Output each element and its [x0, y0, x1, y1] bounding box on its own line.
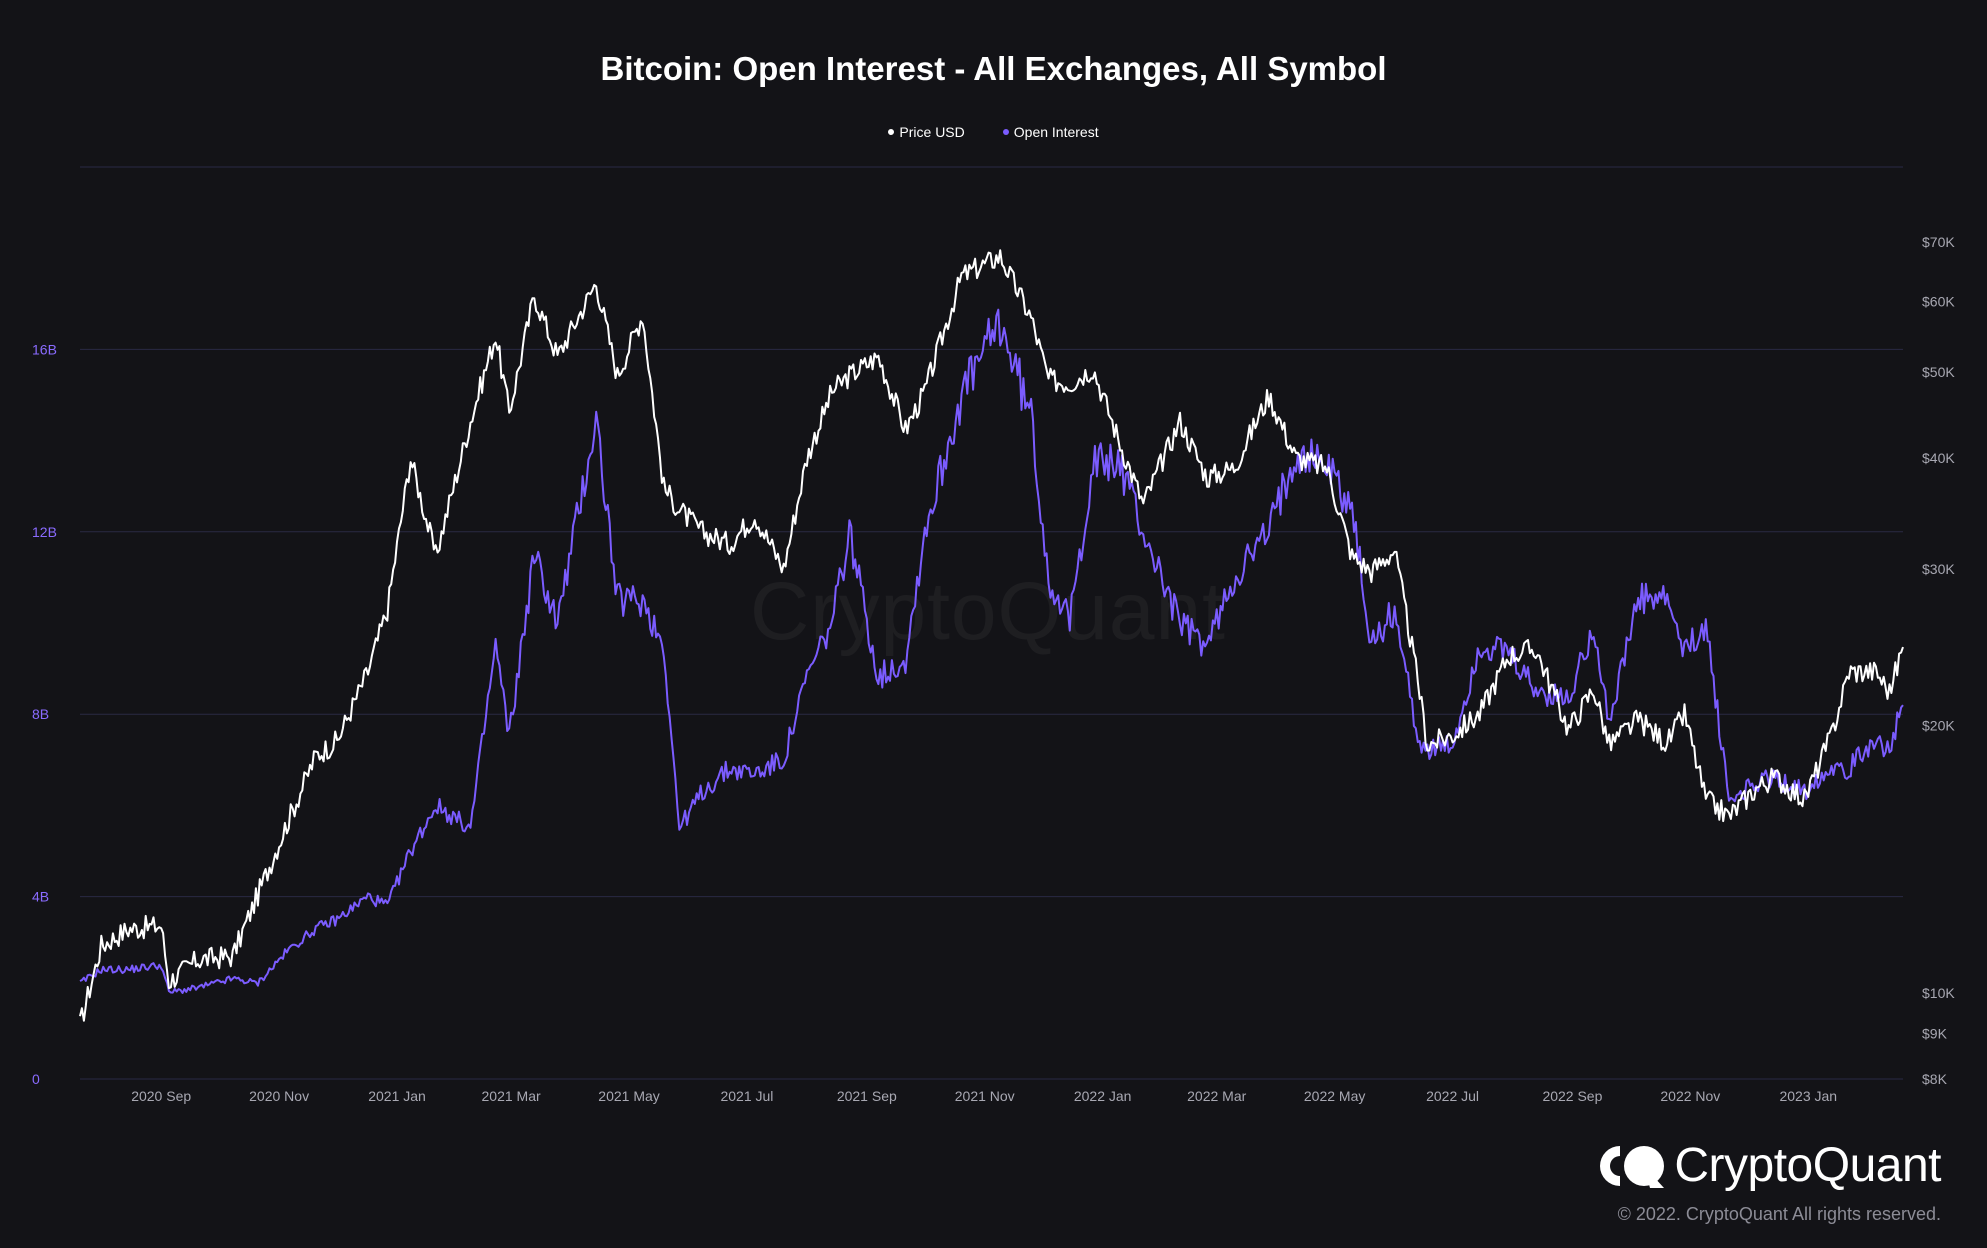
x-tick-label: 2022 Jul: [1426, 1088, 1479, 1104]
x-tick-label: 2022 Nov: [1660, 1088, 1720, 1104]
y-right-tick-label: $9K: [1922, 1026, 1948, 1042]
x-axis: 2020 Sep 2020 Nov 2021 Jan 2021 Mar 2021 May…: [131, 1088, 1837, 1104]
y-left-tick-label: 16B: [32, 341, 57, 357]
x-tick-label: 2020 Sep: [131, 1088, 191, 1104]
x-tick-label: 2021 May: [598, 1088, 659, 1104]
x-tick-label: 2021 Jan: [368, 1088, 426, 1104]
x-tick-label: 2023 Jan: [1779, 1088, 1837, 1104]
chart-title: Bitcoin: Open Interest - All Exchanges, …: [600, 50, 1387, 87]
y-right-tick-label: $60K: [1922, 293, 1955, 309]
brand-logo: CryptoQuant: [1598, 1138, 1941, 1193]
y-right-tick-label: $70K: [1922, 234, 1955, 250]
y-right-tick-label: $20K: [1922, 717, 1955, 733]
x-tick-label: 2021 Jul: [720, 1088, 773, 1104]
cryptoquant-logo-icon: [1600, 1145, 1665, 1188]
x-tick-label: 2021 Mar: [482, 1088, 541, 1104]
legend-label-open-interest: Open Interest: [1013, 124, 1099, 140]
y-left-tick-label: 12B: [32, 524, 57, 540]
y-right-tick-label: $40K: [1922, 450, 1955, 466]
x-tick-label: 2021 Nov: [955, 1088, 1015, 1104]
x-tick-label: 2022 Sep: [1542, 1088, 1602, 1104]
series-line-open-interest: [79, 308, 1904, 994]
legend-item-open-interest[interactable]: Open Interest: [1002, 124, 1099, 140]
watermark: CryptoQuant: [750, 565, 1226, 659]
legend: Price USD Open Interest: [0, 124, 1987, 140]
series-line-price-usd: [79, 249, 1904, 1022]
x-tick-label: 2022 Jan: [1074, 1088, 1132, 1104]
legend-dot-price: [888, 129, 895, 135]
grid: [80, 166, 1903, 1080]
y-left-tick-label: 4B: [32, 889, 49, 905]
legend-label-price: Price USD: [899, 124, 965, 140]
y-right-tick-label: $50K: [1922, 364, 1955, 380]
right-axis: $8K $9K $10K $20K $30K $40K $50K $60K $70K: [1922, 234, 1955, 1087]
y-right-tick-label: $10K: [1922, 985, 1955, 1001]
x-tick-label: 2021 Sep: [837, 1088, 897, 1104]
brand-name: CryptoQuant: [1674, 1139, 1941, 1192]
copyright: © 2022. CryptoQuant All rights reserved.: [1617, 1204, 1941, 1224]
legend-dot-open-interest: [1002, 129, 1009, 135]
y-left-tick-label: 0: [32, 1071, 40, 1087]
legend-item-price[interactable]: Price USD: [888, 124, 965, 140]
y-right-tick-label: $8K: [1922, 1071, 1948, 1087]
left-axis: 0 4B 8B 12B 16B: [32, 341, 57, 1087]
x-tick-label: 2022 May: [1304, 1088, 1365, 1104]
y-right-tick-label: $30K: [1922, 561, 1955, 577]
series-layer: [79, 249, 1904, 1022]
x-tick-label: 2020 Nov: [249, 1088, 309, 1104]
y-left-tick-label: 8B: [32, 706, 49, 722]
x-tick-label: 2022 Mar: [1187, 1088, 1246, 1104]
